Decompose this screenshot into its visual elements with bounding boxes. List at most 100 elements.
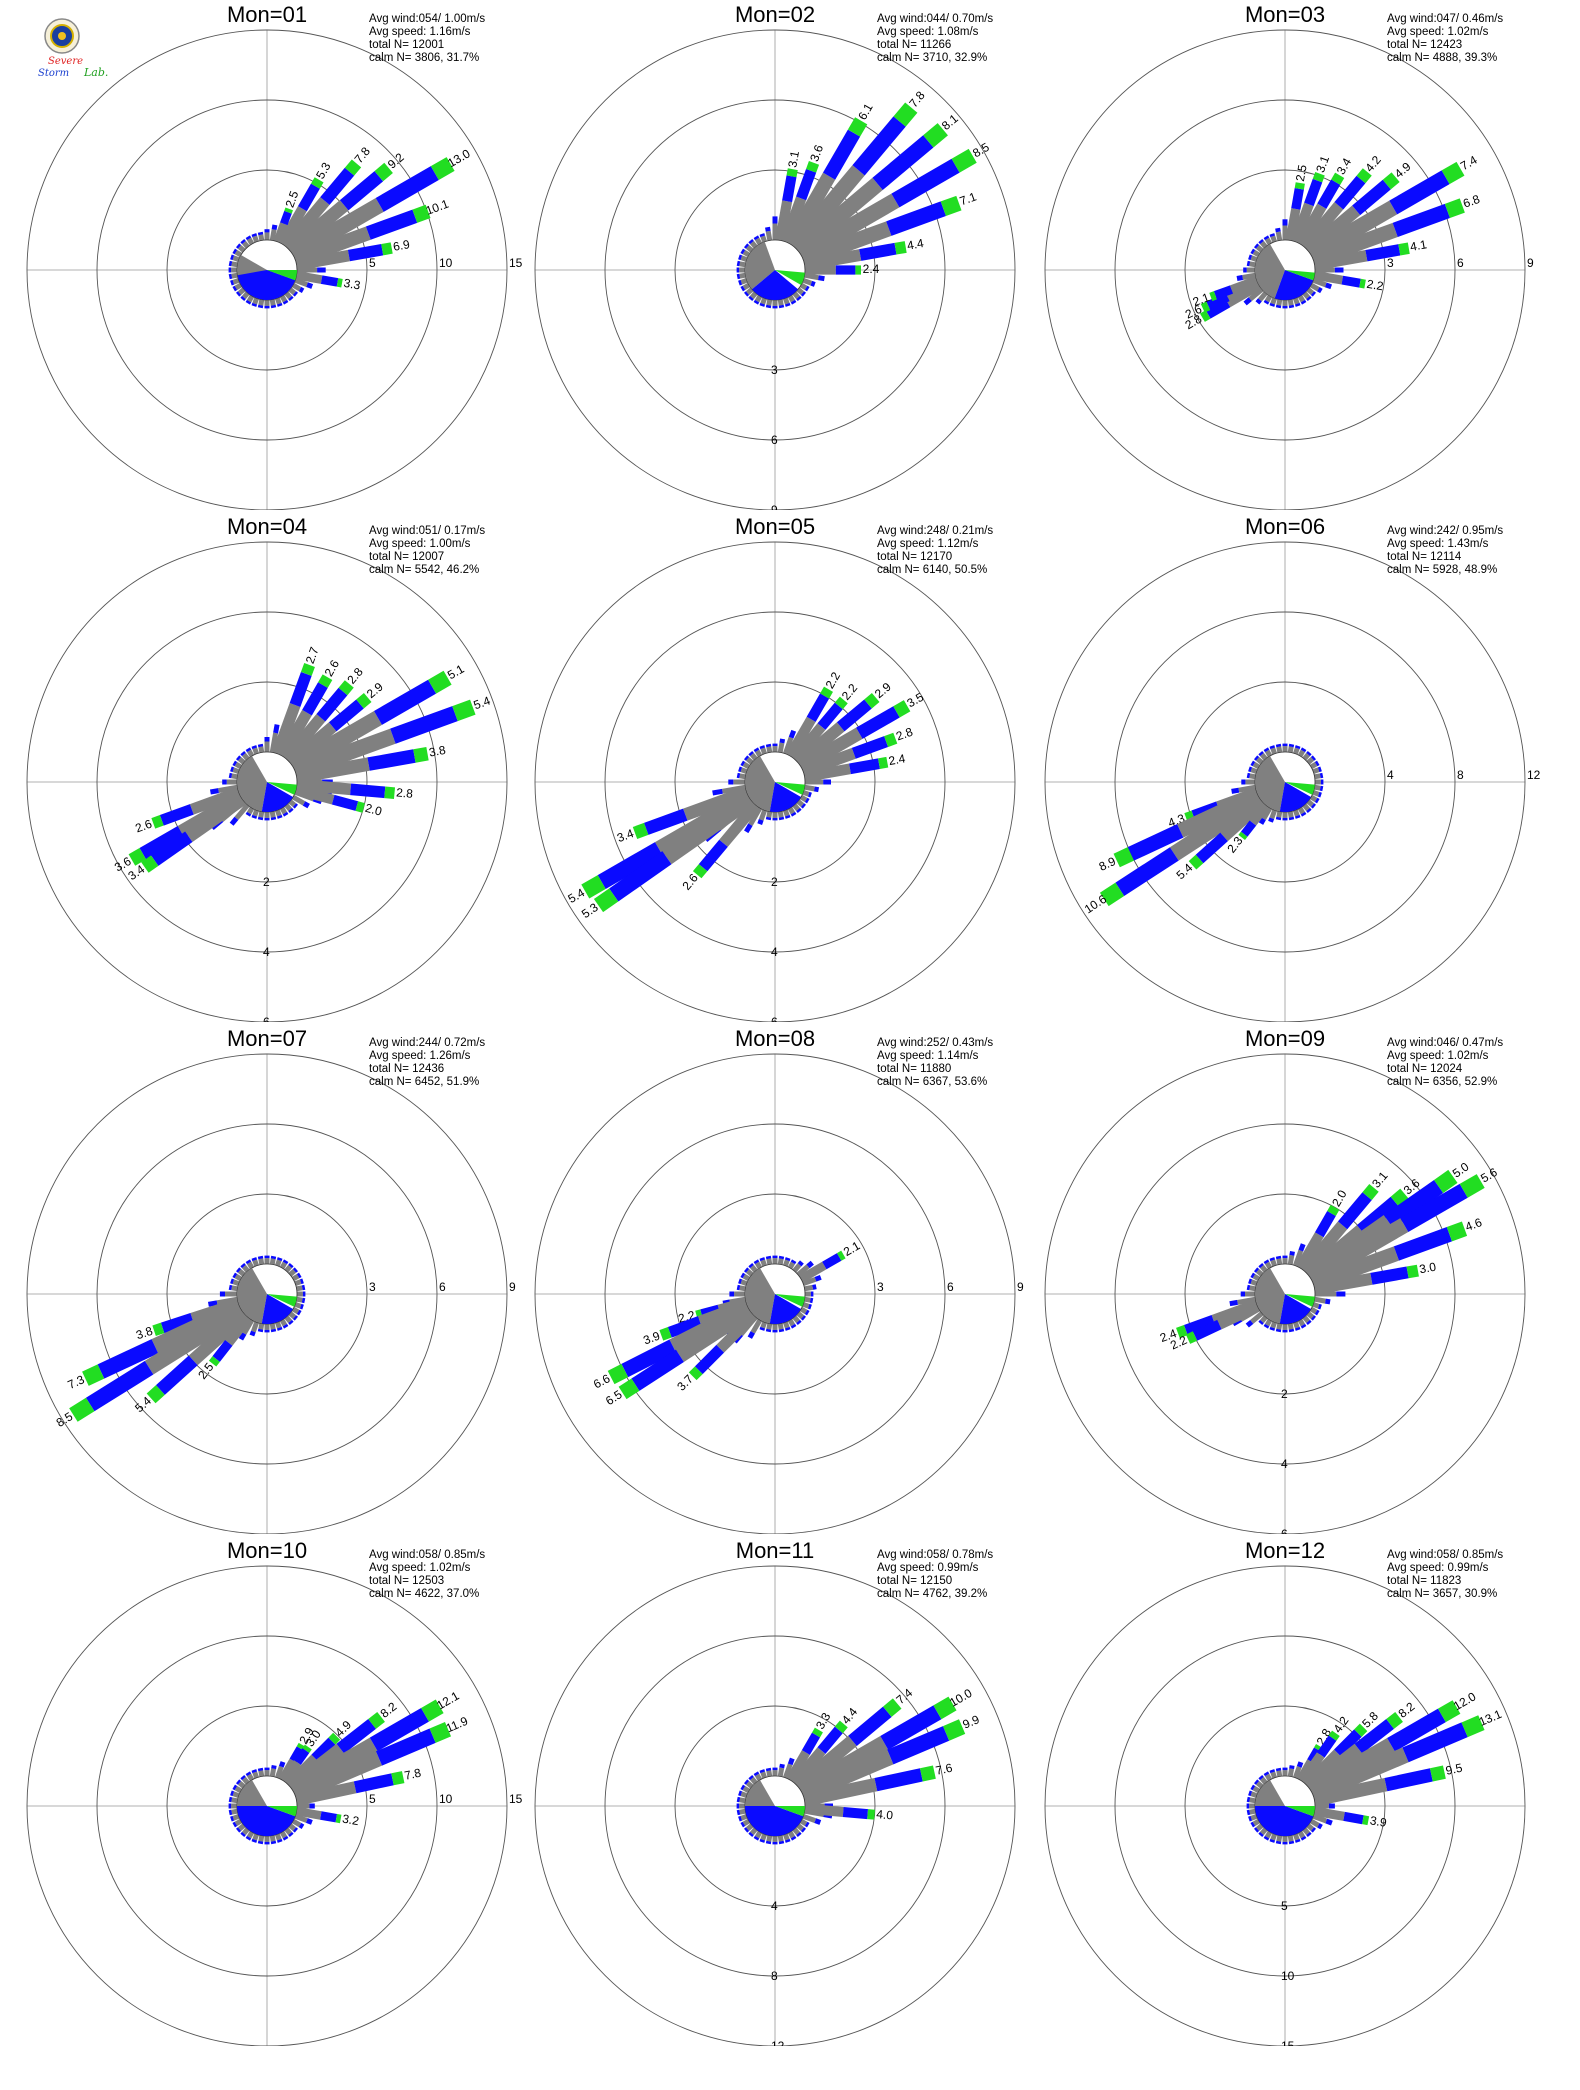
bar-segment-gray [662, 792, 755, 865]
bar-segment-gray [258, 746, 265, 753]
bar-segment-blue [257, 1328, 264, 1333]
bar-segment-blue [367, 749, 416, 771]
bar-segment-gray [1264, 237, 1273, 246]
range-ring [674, 1193, 876, 1395]
range-ring [1044, 541, 1526, 1022]
bar-segment-blue [97, 1339, 159, 1379]
bar-segment-blue [297, 183, 320, 212]
bar-segment-blue [271, 1764, 277, 1770]
bar-segment-gray [794, 722, 845, 768]
bar-segment-gray [1309, 794, 1318, 803]
calm-wedge-green [1285, 1806, 1315, 1817]
bar-segment-gray [798, 1261, 827, 1283]
bar-segment-blue [289, 671, 312, 707]
bar-segment-gray [1276, 811, 1283, 818]
bar-segment-blue [257, 231, 264, 236]
range-ring [1184, 1705, 1386, 1907]
bar-value-label: 12.1 [434, 1689, 462, 1713]
bar-segment-green [1406, 1264, 1419, 1279]
bar-segment-gray [274, 1833, 282, 1841]
bar-segment-blue [748, 1831, 754, 1838]
bar-segment-gray [1220, 797, 1267, 842]
bar-segment-blue [245, 1259, 252, 1265]
bar-segment-blue [1229, 1299, 1238, 1307]
ring-label: 15 [509, 256, 522, 270]
bar-segment-blue [1300, 1323, 1307, 1329]
bar-value-label: 3.9 [1369, 1813, 1388, 1830]
ring-label: 10 [439, 1792, 453, 1806]
bar-segment-gray [1264, 1830, 1273, 1839]
bar-segment-blue [1324, 282, 1333, 290]
bar-segment-blue [1263, 299, 1270, 305]
bar-segment-gray [1217, 1301, 1260, 1330]
bar-segment-gray [1259, 240, 1268, 249]
bar-segment-gray [1276, 299, 1283, 306]
calm-wedge-blue [237, 270, 296, 300]
bar-segment-gray [288, 1311, 297, 1320]
bar-segment-green [1362, 1815, 1370, 1826]
bar-segment-blue [1317, 287, 1323, 294]
bar-segment-blue [822, 1253, 842, 1270]
bar-segment-blue [753, 1771, 760, 1777]
bar-segment-green [146, 1385, 165, 1404]
bar-segment-gray [241, 240, 250, 249]
stat-avg-speed: Avg speed: 1.12m/s [877, 538, 979, 550]
bar-segment-blue [1317, 1823, 1323, 1830]
bar-segment-green [893, 102, 918, 127]
bar-segment-blue [1248, 1815, 1253, 1822]
bar-segment-blue [736, 772, 741, 779]
bar-segment-blue [1206, 292, 1230, 311]
ring-label: 4 [1387, 768, 1394, 782]
bar-segment-blue [1269, 233, 1276, 238]
bar-segment-blue [736, 273, 741, 280]
bar-segment-gray [246, 1261, 255, 1270]
range-ring [1044, 29, 1526, 510]
bar-segment-gray [294, 277, 308, 287]
bar-segment-blue [1253, 243, 1260, 249]
bar-segment-blue [1269, 1838, 1276, 1843]
bar-segment-gray [760, 297, 768, 305]
bar-segment-blue [1231, 787, 1240, 794]
range-ring [604, 1123, 946, 1465]
bar-segment-blue [1253, 1267, 1260, 1273]
bar-segment-gray [291, 1306, 300, 1315]
bar-segment-gray [754, 749, 763, 758]
bar-segment-gray [740, 255, 748, 263]
bar-value-label: 13.0 [445, 146, 473, 170]
bar-segment-blue [1250, 1784, 1256, 1791]
bar-segment-blue [753, 1835, 760, 1841]
ring-label: 2 [1281, 1387, 1288, 1401]
bar-segment-gray [1252, 1273, 1261, 1282]
bar-segment-gray [277, 709, 312, 759]
bar-segment-blue [779, 1763, 785, 1769]
bar-segment-gray [1257, 291, 1268, 302]
bar-segment-blue [759, 1838, 766, 1843]
bar-segment-blue [807, 1303, 812, 1310]
stat-avg-wind: Avg wind:058/ 0.85m/s [369, 1549, 485, 1561]
bar-segment-gray [742, 1273, 751, 1282]
ring-label: 6 [1457, 256, 1464, 270]
bar-segment-blue [1255, 298, 1262, 305]
bar-segment-green [942, 1719, 966, 1741]
bar-segment-gray [237, 756, 246, 765]
bar-segment-blue [1236, 275, 1244, 281]
bar-segment-gray [799, 1306, 808, 1315]
bar-segment-gray [232, 1813, 240, 1821]
bar-value-label: 9.9 [961, 1712, 982, 1732]
bar-segment-blue [320, 167, 355, 205]
bar-segment-gray [803, 249, 862, 271]
bar-segment-green [318, 674, 333, 688]
bar-segment-blue [298, 286, 305, 293]
bar-segment-gray [1309, 1818, 1320, 1828]
bar-segment-gray [1259, 1315, 1268, 1324]
bar-segment-gray [1255, 244, 1264, 253]
stat-avg-speed: Avg speed: 1.02m/s [1387, 1050, 1489, 1062]
bar-segment-blue [232, 1784, 238, 1791]
bar-segment-blue [765, 1328, 772, 1333]
bar-segment-blue [369, 1708, 429, 1752]
panel-title: Mon=03 [1245, 2, 1325, 27]
bar-segment-green [1185, 1331, 1198, 1344]
bar-segment-blue [1306, 750, 1312, 757]
bar-segment-blue [1275, 304, 1282, 309]
